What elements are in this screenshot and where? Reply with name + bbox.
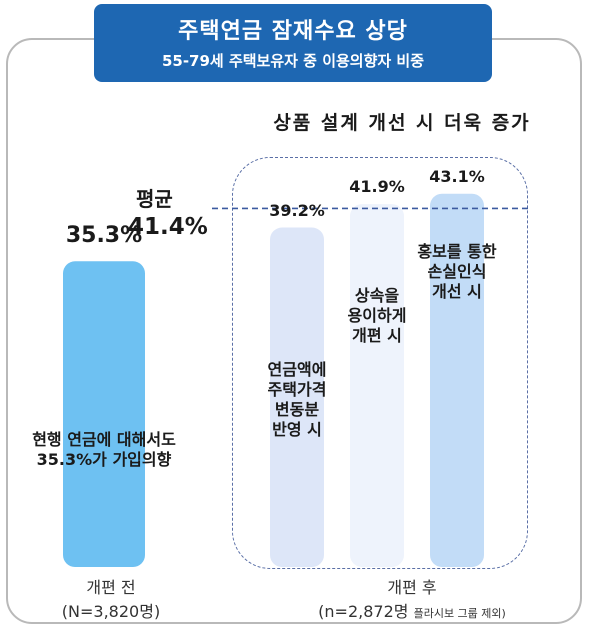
bar-text-line: 35.3%가 가입의향 bbox=[36, 450, 172, 469]
value-label-easy-inheritance: 41.9% bbox=[349, 177, 405, 197]
value-label-promotion-awareness: 43.1% bbox=[429, 166, 485, 186]
bar-pension-price-linked bbox=[270, 227, 324, 567]
bar-easy-inheritance bbox=[350, 204, 404, 567]
bar-text-line: 주택가격 bbox=[267, 380, 327, 399]
bar-text-line: 용이하게 bbox=[347, 306, 407, 325]
right-group-caption: 개편 후 (n=2,872명 플라시보 그룹 제외) bbox=[262, 576, 562, 626]
left-group-caption: 개편 전 (N=3,820명) bbox=[36, 576, 186, 624]
bar-text-line: 상속을 bbox=[354, 286, 400, 305]
bar-text-pension-price-linked: 연금액에 주택가격 변동분 반영 시 bbox=[197, 360, 397, 440]
bar-text-line: 개선 시 bbox=[432, 282, 482, 301]
bar-text-easy-inheritance: 상속을 용이하게 개편 시 bbox=[277, 286, 477, 346]
right-group-n: (n=2,872명 bbox=[318, 602, 409, 621]
average-title: 평균 bbox=[136, 187, 173, 211]
bar-text-line: 홍보를 통한 bbox=[417, 242, 497, 261]
bar-current-pension bbox=[63, 261, 145, 567]
bar-text-promotion-awareness: 홍보를 통한 손실인식 개선 시 bbox=[357, 242, 557, 302]
bar-text-line: 손실인식 bbox=[427, 262, 487, 281]
bar-promotion-awareness bbox=[430, 193, 484, 567]
improvement-group-title: 상품 설계 개선 시 더욱 증가 bbox=[273, 112, 531, 134]
average-value: 41.4% bbox=[128, 214, 208, 240]
bar-text-current-pension: 현행 연금에 대해서도 35.3%가 가입의향 bbox=[4, 430, 204, 470]
bar-text-line: 변동분 bbox=[274, 400, 320, 419]
bar-text-line: 현행 연금에 대해서도 bbox=[32, 430, 176, 449]
bar-text-line: 반영 시 bbox=[272, 420, 322, 439]
header-banner: 주택연금 잠재수요 상당 55-79세 주택보유자 중 이용의향자 비중 bbox=[94, 4, 492, 82]
left-group-name: 개편 전 bbox=[86, 578, 136, 597]
right-group-name: 개편 후 bbox=[387, 578, 437, 597]
value-label-current-pension: 35.3% bbox=[65, 223, 143, 249]
bar-text-line: 개편 시 bbox=[352, 326, 402, 345]
bar-text-line: 연금액에 bbox=[267, 360, 327, 379]
right-group-note: 플라시보 그룹 제외) bbox=[413, 607, 506, 620]
left-group-n: (N=3,820명) bbox=[61, 602, 161, 621]
chart-title: 주택연금 잠재수요 상당 bbox=[178, 19, 408, 44]
chart-subtitle: 55-79세 주택보유자 중 이용의향자 비중 bbox=[161, 52, 425, 70]
value-label-pension-price-linked: 39.2% bbox=[269, 200, 325, 220]
improvement-group-box bbox=[232, 157, 528, 569]
